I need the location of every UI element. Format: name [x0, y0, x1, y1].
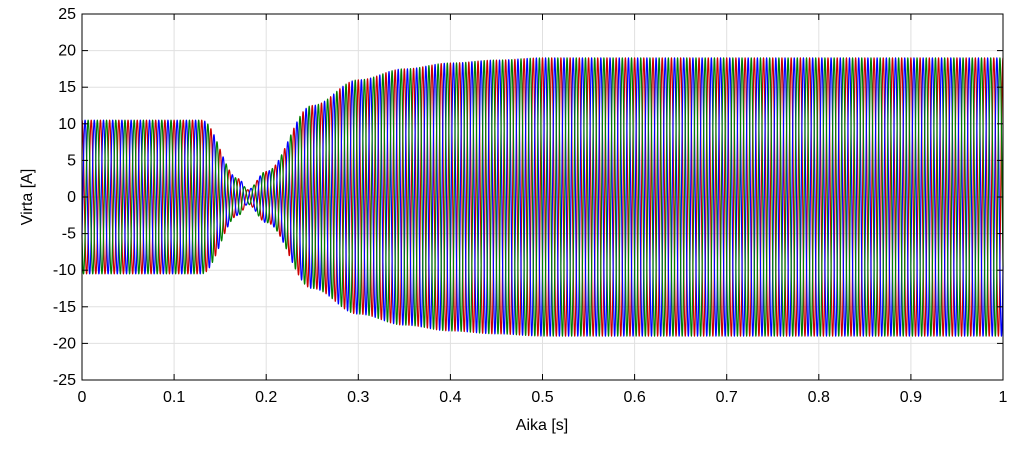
- y-tick-label: -25: [53, 372, 76, 389]
- y-tick-label: 10: [58, 116, 76, 133]
- x-tick-label: 0.3: [347, 389, 369, 406]
- x-tick-label: 0.9: [900, 389, 922, 406]
- x-tick-label: 0.7: [716, 389, 738, 406]
- y-tick-label: -5: [62, 226, 76, 243]
- x-tick-label: 1: [999, 389, 1008, 406]
- y-tick-label: 20: [58, 43, 76, 60]
- x-tick-label: 0.4: [439, 389, 461, 406]
- y-tick-label: -10: [53, 262, 76, 279]
- y-tick-label: 15: [58, 79, 76, 96]
- x-tick-label: 0: [78, 389, 87, 406]
- x-tick-label: 0.5: [531, 389, 553, 406]
- series-line-3: [81, 57, 1004, 337]
- x-tick-label: 0.2: [255, 389, 277, 406]
- x-tick-label: 0.8: [808, 389, 830, 406]
- y-tick-label: -20: [53, 335, 76, 352]
- x-axis-label: Aika [s]: [516, 417, 568, 434]
- y-axis-label: Virta [A]: [19, 169, 36, 226]
- tick-group: 0 0.1 0.2 0.3 0.4 0.5 0.6 0.7 0.8 0.9 12520151050-…: [53, 6, 1008, 406]
- y-tick-label: -15: [53, 299, 76, 316]
- series-group: [81, 57, 1004, 337]
- y-tick-label: 5: [67, 152, 76, 169]
- x-tick-label: 0.1: [163, 389, 185, 406]
- x-tick-label: 0.6: [623, 389, 645, 406]
- y-tick-label: 0: [67, 189, 76, 206]
- y-tick-label: 25: [58, 6, 76, 23]
